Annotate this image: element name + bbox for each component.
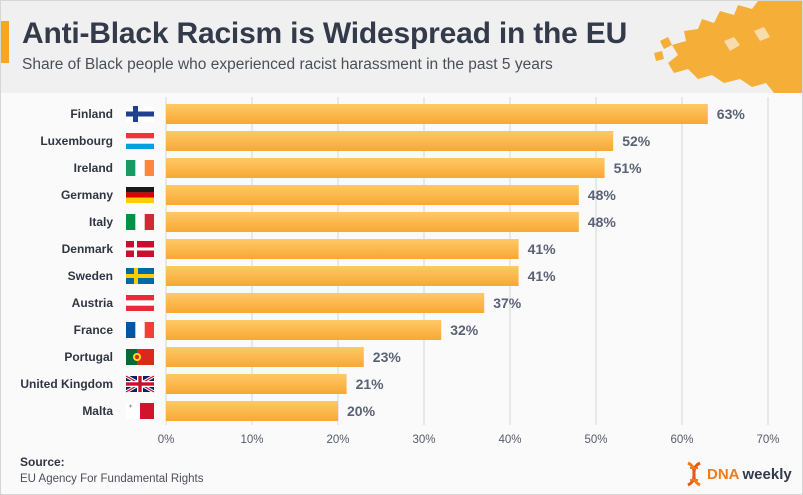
country-label: Finland xyxy=(70,107,113,121)
value-label: 23% xyxy=(373,349,402,365)
country-label: United Kingdom xyxy=(20,377,113,391)
finland-flag-icon xyxy=(126,106,154,122)
flags xyxy=(125,106,155,419)
dna-helix-icon xyxy=(687,461,701,487)
brand-logo: DNA weekly xyxy=(684,459,792,489)
value-label: 63% xyxy=(717,106,746,122)
value-label: 48% xyxy=(588,214,617,230)
sweden-flag-icon xyxy=(126,268,154,284)
bar-luxembourg xyxy=(166,131,614,151)
value-label: 20% xyxy=(347,403,376,419)
bar-france xyxy=(166,320,442,340)
germany-flag-icon xyxy=(126,187,154,203)
brand-weekly-text: weekly xyxy=(742,465,792,483)
europe-map-icon xyxy=(654,1,802,93)
brand-dna-text: DNA xyxy=(707,465,740,483)
luxembourg-flag-icon xyxy=(126,133,154,149)
x-tick-label: 0% xyxy=(158,434,175,446)
chart-subtitle: Share of Black people who experienced ra… xyxy=(22,56,553,73)
bar-austria xyxy=(166,293,485,313)
country-label: Malta xyxy=(82,404,113,418)
bar-germany xyxy=(166,185,579,205)
gridlines xyxy=(165,97,769,425)
country-label: Portugal xyxy=(64,350,113,364)
denmark-flag-icon xyxy=(126,241,154,257)
x-axis: 0% 10% 20% 30% 40% 50% 60% 70% xyxy=(158,434,780,446)
bar-denmark xyxy=(166,239,519,259)
value-label: 52% xyxy=(622,133,651,149)
chart-title: Anti-Black Racism is Widespread in the E… xyxy=(22,17,628,50)
france-flag-icon xyxy=(126,322,154,338)
value-label: 41% xyxy=(528,241,557,257)
x-tick-label: 10% xyxy=(240,434,263,446)
country-label: Germany xyxy=(61,188,113,202)
value-label: 48% xyxy=(588,187,617,203)
bar-portugal xyxy=(166,347,364,367)
country-label: Ireland xyxy=(74,161,113,175)
value-label: 37% xyxy=(493,295,522,311)
bar-finland xyxy=(166,104,708,124)
labels: Finland 63% Luxembourg 52% Ireland 51% Germany… xyxy=(20,106,745,419)
x-tick-label: 50% xyxy=(584,434,607,446)
source-heading: Source: xyxy=(20,455,65,469)
malta-flag-icon xyxy=(126,403,154,419)
united-kingdom-flag-icon xyxy=(125,374,155,394)
source-text: EU Agency For Fundamental Rights xyxy=(20,473,204,485)
value-label: 32% xyxy=(450,322,479,338)
x-tick-label: 40% xyxy=(498,434,521,446)
bars xyxy=(166,104,708,421)
country-label: Sweden xyxy=(68,269,113,283)
x-tick-label: 20% xyxy=(326,434,349,446)
bar-malta xyxy=(166,401,338,421)
value-label: 51% xyxy=(614,160,643,176)
country-label: France xyxy=(74,323,114,337)
portugal-flag-icon xyxy=(126,349,154,365)
value-label: 21% xyxy=(356,376,385,392)
x-tick-label: 30% xyxy=(412,434,435,446)
title-accent-bar xyxy=(1,21,9,63)
x-tick-label: 60% xyxy=(670,434,693,446)
country-label: Italy xyxy=(89,215,113,229)
bar-united-kingdom xyxy=(166,374,347,394)
x-tick-label: 70% xyxy=(756,434,779,446)
bar-sweden xyxy=(166,266,519,286)
country-label: Denmark xyxy=(62,242,114,256)
country-label: Austria xyxy=(72,296,114,310)
bar-italy xyxy=(166,212,579,232)
bar-ireland xyxy=(166,158,605,178)
value-label: 41% xyxy=(528,268,557,284)
austria-flag-icon xyxy=(126,295,154,311)
header-band: Anti-Black Racism is Widespread in the E… xyxy=(1,1,802,93)
ireland-flag-icon xyxy=(126,160,154,176)
italy-flag-icon xyxy=(126,214,154,230)
country-label: Luxembourg xyxy=(40,134,113,148)
